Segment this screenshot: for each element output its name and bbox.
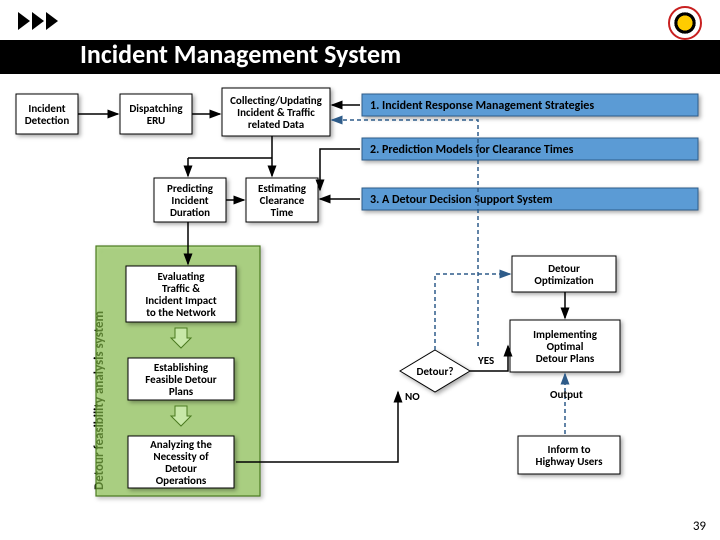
svg-text:to the Network: to the Network bbox=[146, 306, 216, 319]
svg-text:Highway Users: Highway Users bbox=[536, 455, 604, 468]
svg-text:Optimization: Optimization bbox=[534, 274, 593, 287]
svg-text:YES: YES bbox=[477, 354, 494, 367]
svg-text:Plans: Plans bbox=[169, 385, 194, 398]
svg-text:Detour Plans: Detour Plans bbox=[536, 352, 595, 365]
svg-text:Operations: Operations bbox=[156, 474, 207, 487]
svg-text:Duration: Duration bbox=[170, 206, 210, 219]
svg-text:Output: Output bbox=[550, 388, 583, 401]
svg-text:Detection: Detection bbox=[25, 114, 70, 127]
svg-text:related Data: related Data bbox=[248, 118, 304, 131]
svg-text:1. Incident Response Managemen: 1. Incident Response Management Strategi… bbox=[370, 99, 594, 113]
svg-text:Time: Time bbox=[271, 206, 294, 219]
flowchart-diagram: 1. Incident Response Management Strategi… bbox=[0, 80, 720, 540]
slide-title: Incident Management System bbox=[80, 38, 401, 70]
svg-text:NO: NO bbox=[405, 390, 420, 403]
university-logo bbox=[668, 6, 702, 40]
svg-text:3. A Detour Decision Support S: 3. A Detour Decision Support System bbox=[370, 193, 553, 207]
svg-text:2. Prediction Models for Clear: 2. Prediction Models for Clearance Times bbox=[370, 143, 574, 157]
svg-text:ERU: ERU bbox=[147, 114, 165, 127]
svg-text:Detour?: Detour? bbox=[417, 365, 454, 378]
title-chevrons bbox=[18, 12, 58, 30]
